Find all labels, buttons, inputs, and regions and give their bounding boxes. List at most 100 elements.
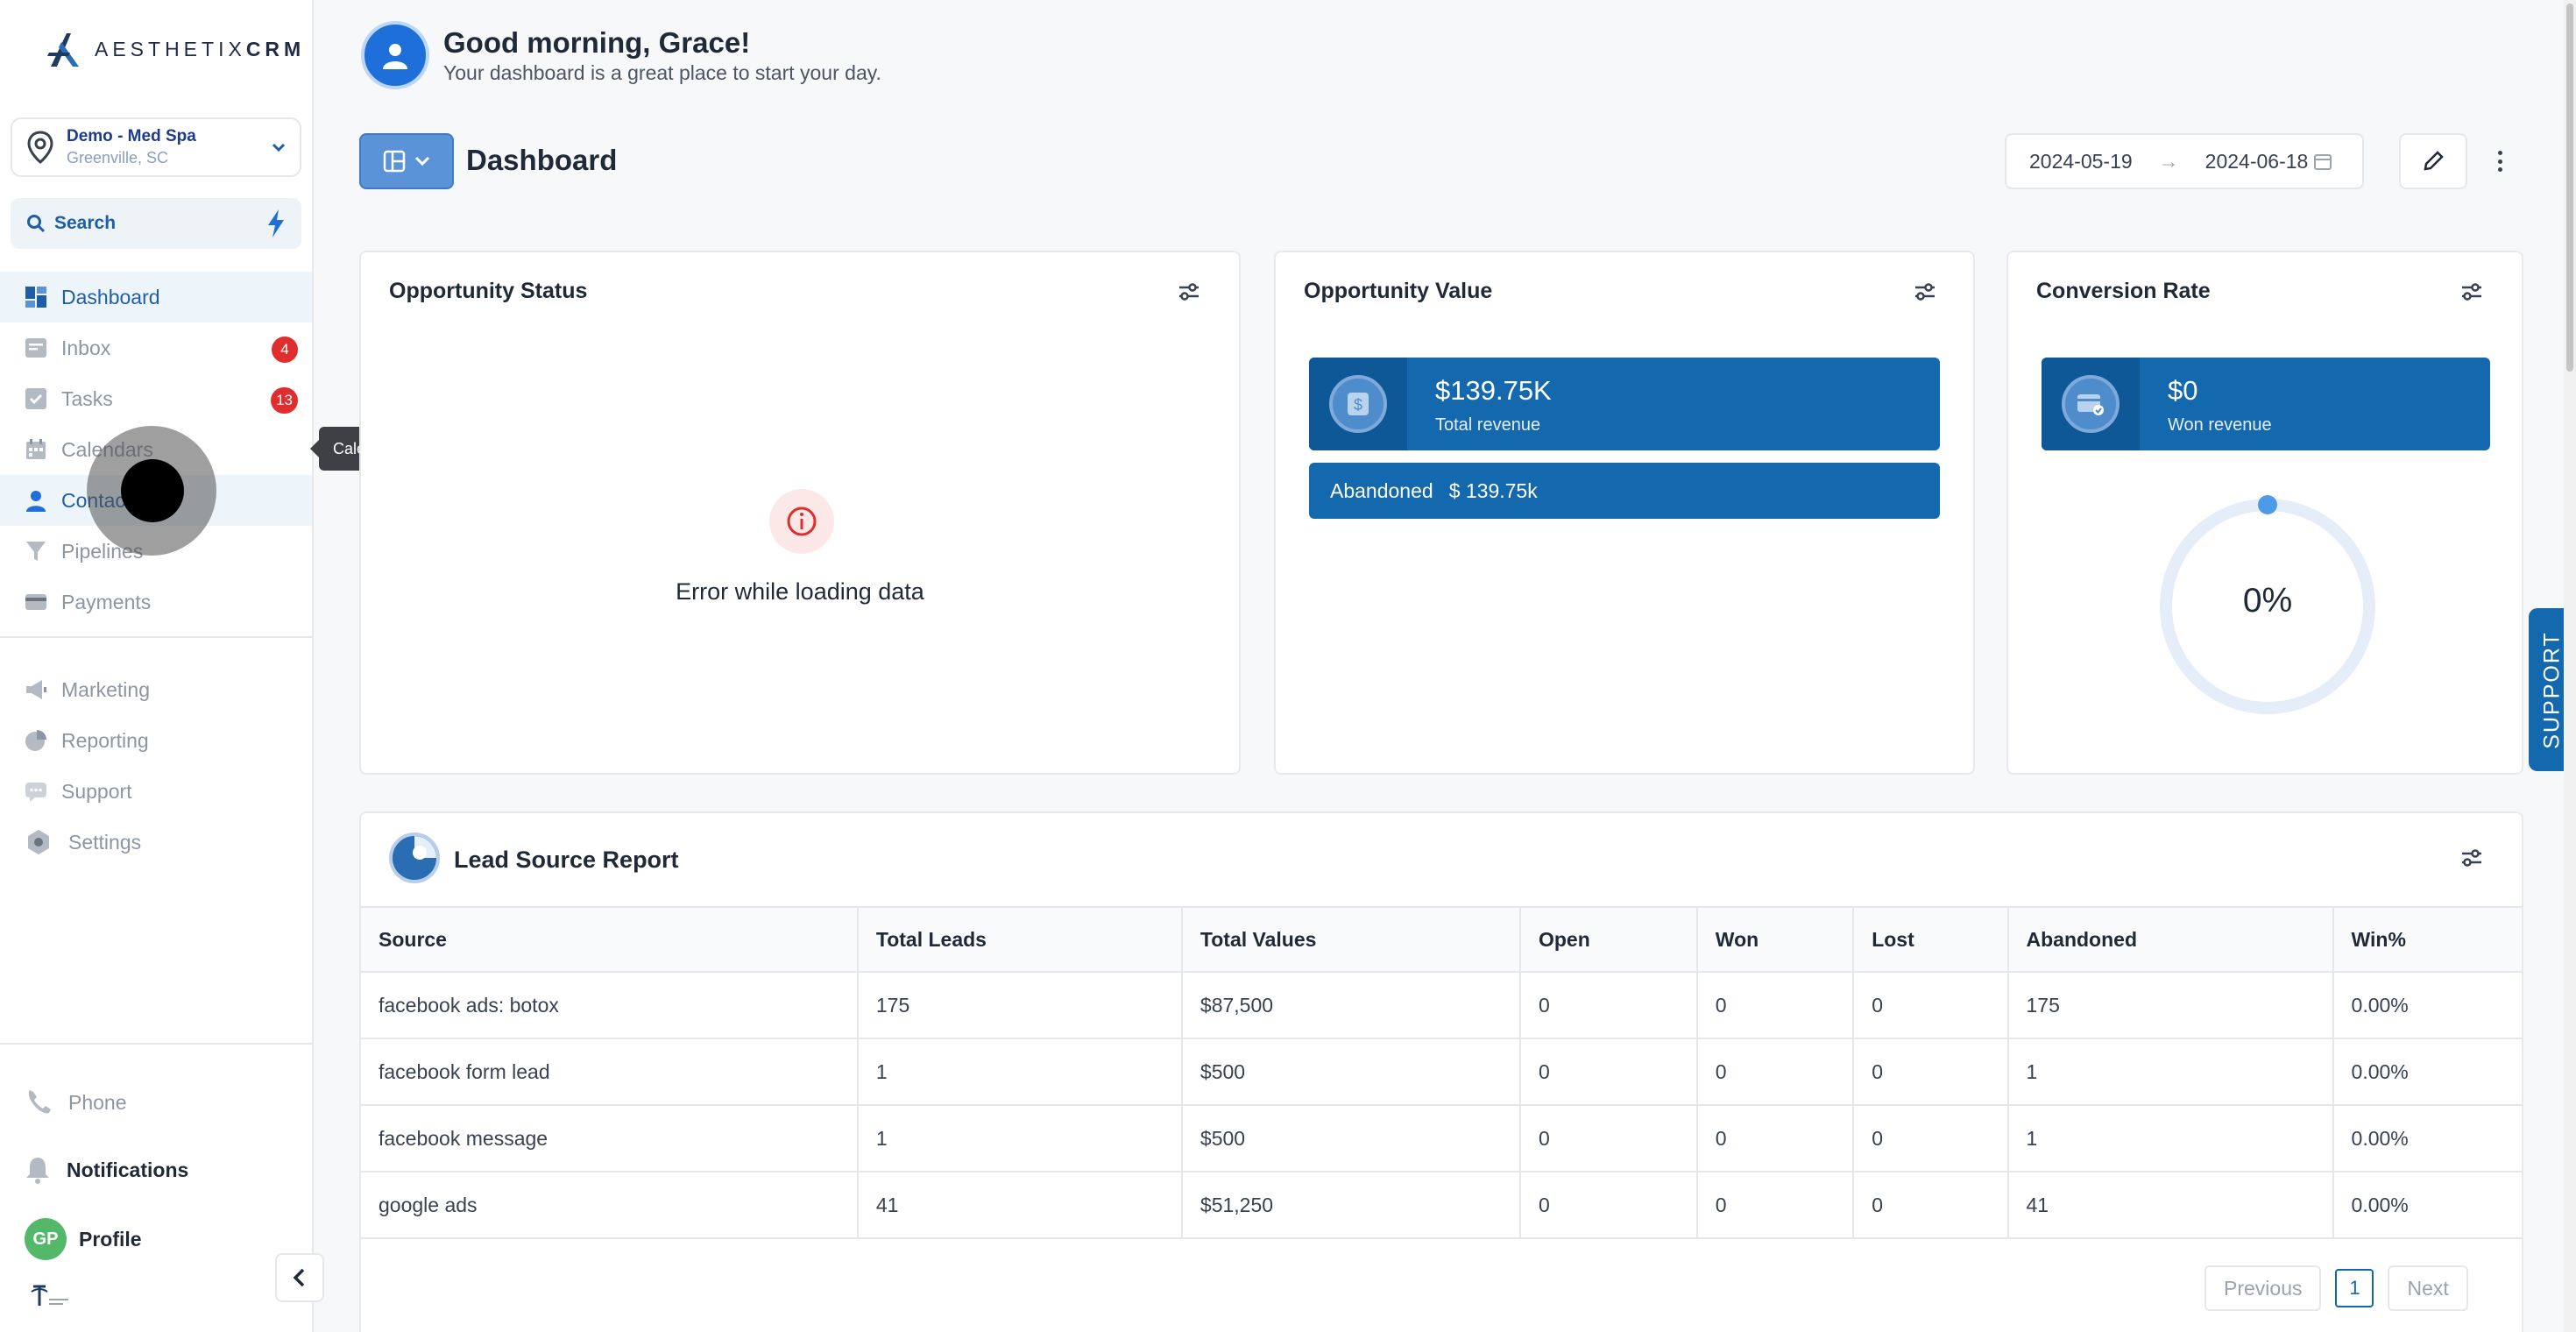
wallet-check-icon xyxy=(2062,375,2120,433)
sidebar-item-label: Settings xyxy=(68,830,142,854)
won-revenue-value: $0 xyxy=(2168,375,2198,406)
phone-button[interactable]: Phone xyxy=(25,1087,127,1118)
table-cell: google ads xyxy=(361,1172,859,1239)
table-cell: $87,500 xyxy=(1181,972,1521,1039)
sidebar-item-payments[interactable]: Payments xyxy=(0,577,312,627)
inbox-icon xyxy=(25,338,46,358)
user-avatar-icon[interactable] xyxy=(361,21,429,89)
card-title: Lead Source Report xyxy=(454,847,679,873)
phone-icon xyxy=(28,1090,51,1114)
profile-label: Profile xyxy=(79,1227,142,1251)
table-row[interactable]: facebook ads: botox 175 $87,500 0 0 0 175 0.00% xyxy=(361,972,2522,1039)
lead-source-report-card: Lead Source Report Source Total Leads Tota… xyxy=(359,811,2523,1332)
sidebar-item-dashboard[interactable]: Dashboard xyxy=(0,272,312,322)
map-pin-icon xyxy=(27,131,53,164)
table-cell: 41 xyxy=(2007,1172,2334,1239)
table-cell: 0 xyxy=(1519,1105,1698,1173)
pagination: Previous 1 Next xyxy=(2204,1265,2468,1311)
table-cell: 0 xyxy=(1696,972,1855,1039)
column-header: Lost xyxy=(1853,906,2009,973)
filter-sliders-icon[interactable] xyxy=(1178,282,1200,301)
notifications-button[interactable]: Notifications xyxy=(25,1155,188,1185)
sidebar-item-inbox[interactable]: Inbox 4 xyxy=(0,322,312,373)
more-options-icon[interactable] xyxy=(2494,147,2506,175)
table-cell: 0.00% xyxy=(2332,1105,2522,1173)
sidebar-item-marketing[interactable]: Marketing xyxy=(0,664,312,715)
filter-sliders-icon[interactable] xyxy=(2460,282,2483,301)
funnel-icon xyxy=(26,542,46,561)
lead-source-table: Source Total Leads Total Values Open Won Lost… xyxy=(361,906,2522,1239)
report-pie-icon xyxy=(389,832,440,883)
location-city: Greenville, SC xyxy=(67,149,169,166)
gauge-indicator xyxy=(2258,495,2277,514)
opportunity-value-card: Opportunity Value $ $139.75K Total reven… xyxy=(1274,251,1975,775)
table-cell: $51,250 xyxy=(1181,1172,1521,1239)
person-icon xyxy=(26,491,46,512)
lightning-icon[interactable] xyxy=(266,209,286,237)
sidebar-item-label: Inbox xyxy=(61,336,111,359)
location-name: Demo - Med Spa xyxy=(67,127,196,145)
notifications-label: Notifications xyxy=(67,1158,189,1181)
table-cell: facebook form lead xyxy=(361,1038,859,1106)
calendar-icon xyxy=(2314,154,2332,170)
avatar: GP xyxy=(25,1218,67,1260)
conversion-percent: 0% xyxy=(2242,582,2293,620)
table-cell: 175 xyxy=(857,972,1183,1039)
sidebar-item-label: Tasks xyxy=(61,386,113,410)
sidebar-item-tasks[interactable]: Tasks 13 xyxy=(0,373,312,424)
search-label: Search xyxy=(54,213,117,233)
brand-logo[interactable]: AESTHETIXCRM xyxy=(47,30,305,68)
greeting-title: Good morning, Grace! xyxy=(443,26,751,59)
table-body: facebook ads: botox 175 $87,500 0 0 0 175 0.00%… xyxy=(361,972,2522,1239)
table-cell: 0 xyxy=(1853,972,2009,1039)
abandoned-value: $ 139.75k xyxy=(1448,478,1538,502)
search-button[interactable]: Search xyxy=(11,198,301,249)
table-cell: facebook message xyxy=(361,1105,859,1173)
abandoned-bar[interactable]: Abandoned $ 139.75k xyxy=(1309,463,1940,519)
pencil-icon xyxy=(2424,151,2444,171)
date-start: 2024-05-19 xyxy=(2029,149,2133,173)
column-header: Won xyxy=(1696,906,1855,973)
sidebar-item-label: Support xyxy=(61,779,132,803)
filter-sliders-icon[interactable] xyxy=(2460,848,2483,868)
dollar-icon: $ xyxy=(1329,375,1387,433)
sidebar-item-settings[interactable]: Settings xyxy=(0,817,312,868)
credit-card-icon xyxy=(25,594,46,610)
pie-chart-icon xyxy=(25,730,46,751)
page-title: Dashboard xyxy=(466,144,618,176)
sidebar-item-support[interactable]: Support xyxy=(0,766,312,817)
table-cell: 1 xyxy=(857,1105,1183,1173)
edit-dashboard-button[interactable] xyxy=(2399,133,2467,189)
column-header: Win% xyxy=(2332,906,2522,973)
conversion-gauge xyxy=(2160,495,2375,714)
profile-button[interactable]: GP Profile xyxy=(25,1218,142,1260)
column-header: Total Values xyxy=(1181,906,1521,973)
svg-text:$: $ xyxy=(1354,396,1362,414)
page-number-button[interactable]: 1 xyxy=(2335,1269,2374,1307)
phone-label: Phone xyxy=(68,1090,127,1114)
sidebar-item-reporting[interactable]: Reporting xyxy=(0,715,312,766)
table-row[interactable]: facebook form lead 1 $500 0 0 0 1 0.00% xyxy=(361,1038,2522,1106)
next-page-button[interactable]: Next xyxy=(2388,1265,2468,1311)
table-row[interactable]: facebook message 1 $500 0 0 0 1 0.00% xyxy=(361,1105,2522,1173)
table-cell: 0.00% xyxy=(2332,972,2522,1039)
dashboard-switcher-button[interactable] xyxy=(359,133,454,189)
search-icon xyxy=(27,215,46,233)
table-row[interactable]: google ads 41 $51,250 0 0 0 41 0.00% xyxy=(361,1172,2522,1239)
column-header: Open xyxy=(1519,906,1698,973)
won-revenue-tile: $0 Won revenue xyxy=(2042,358,2490,450)
table-cell: 0 xyxy=(1853,1105,2009,1173)
task-checkbox-icon xyxy=(25,388,46,409)
table-cell: 0 xyxy=(1696,1105,1855,1173)
sidebar-bottom xyxy=(0,1043,312,1045)
date-range-picker[interactable]: 2024-05-19 → 2024-06-18 xyxy=(2005,133,2364,189)
collapse-sidebar-button[interactable] xyxy=(275,1253,324,1302)
filter-sliders-icon[interactable] xyxy=(1914,282,1936,301)
partner-logo-icon xyxy=(31,1285,68,1306)
scrollbar-thumb[interactable] xyxy=(2566,4,2573,372)
location-switcher[interactable]: Demo - Med Spa Greenville, SC xyxy=(11,117,301,177)
table-cell: 0 xyxy=(1519,972,1698,1039)
previous-page-button[interactable]: Previous xyxy=(2204,1265,2322,1311)
date-end: 2024-06-18 xyxy=(2204,149,2309,173)
won-revenue-label: Won revenue xyxy=(2168,415,2272,435)
